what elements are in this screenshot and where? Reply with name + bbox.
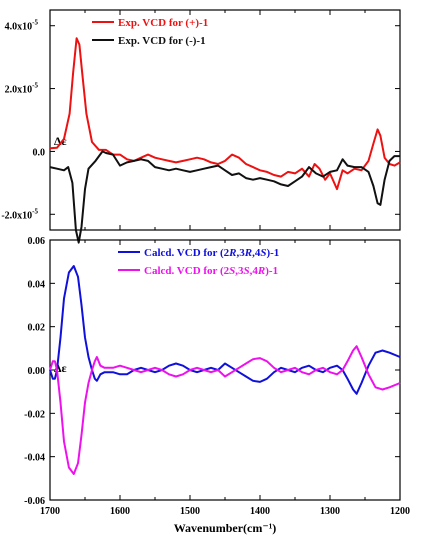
legend-label-part: Calcd. VCD for (2 xyxy=(144,247,230,259)
legend-label-part: S xyxy=(229,265,235,277)
x-tick-label: 1500 xyxy=(180,506,200,517)
y-tick-label: -2.0x10-5 xyxy=(1,207,38,221)
y-tick-label-text: 0.0 xyxy=(33,147,46,158)
legend-label-part: )-1 xyxy=(266,247,279,259)
y-tick-label: 0.00 xyxy=(28,366,46,377)
legend-label: Calcd. VCD for (2R,3R,4S)-1 xyxy=(144,247,279,259)
legend-label-part: S xyxy=(244,265,250,277)
y-tick-label-text: 2.0x10 xyxy=(5,85,33,96)
y-tick-label: 0.02 xyxy=(28,323,46,334)
legend-label: Calcd. VCD for (2S,3S,4R)-1 xyxy=(144,265,278,277)
legend-label-part: ,3 xyxy=(237,247,246,259)
y-tick-label: -0.02 xyxy=(24,409,45,420)
y-tick-label-text: 0.02 xyxy=(28,323,46,334)
x-tick-label: 1300 xyxy=(320,506,340,517)
x-tick-label: 1200 xyxy=(390,506,410,517)
legend-label-part: Calcd. VCD for (2 xyxy=(144,265,230,277)
y-tick-label: -0.04 xyxy=(24,453,45,464)
plot-frame xyxy=(49,239,401,501)
y-tick-label: 0.04 xyxy=(28,279,46,290)
x-tick-label: 1700 xyxy=(40,506,60,517)
y-tick-label: 2.0x10-5 xyxy=(5,82,39,96)
y-tick-label-text: -0.06 xyxy=(24,496,45,507)
y-tick-label-text: 0.06 xyxy=(28,236,46,247)
y-tick-label-text: 0.00 xyxy=(28,366,46,377)
series-line-2 xyxy=(49,345,401,475)
plot-frame xyxy=(49,9,401,231)
legend-label-part: R xyxy=(244,247,252,259)
legend-label-part: R xyxy=(228,247,236,259)
y-tick-label-text: 4.0x10 xyxy=(5,22,33,33)
y-tick-exponent: -5 xyxy=(32,82,38,90)
y-tick-label-text: -0.04 xyxy=(24,453,45,464)
series-line-2 xyxy=(49,150,400,244)
legend-label: Exp. VCD for (-)-1 xyxy=(118,35,206,47)
legend-label-part: ,4 xyxy=(250,265,259,277)
legend-label-part: )-1 xyxy=(265,265,278,277)
series-line-1 xyxy=(49,37,401,191)
legend-label-part: ,3 xyxy=(235,265,244,277)
y-tick-exponent: -5 xyxy=(32,207,38,215)
x-tick-label: 1600 xyxy=(110,506,130,517)
legend-label: Exp. VCD for (+)-1 xyxy=(118,17,208,29)
y-tick-label-text: 0.04 xyxy=(28,279,46,290)
legend-label-part: ,4 xyxy=(252,247,261,259)
y-tick-label: 4.0x10-5 xyxy=(5,19,39,33)
y-tick-label-text: -0.02 xyxy=(24,409,45,420)
series-line-1 xyxy=(49,265,401,395)
x-tick-label: 1400 xyxy=(250,506,270,517)
y-tick-label-text: -2.0x10 xyxy=(1,210,32,221)
legend-label-part: R xyxy=(257,265,265,277)
y-tick-label: -0.06 xyxy=(24,496,45,507)
y-tick-label: 0.06 xyxy=(28,236,46,247)
legend-label-part: S xyxy=(260,247,266,259)
x-axis-label: Wavenumber(cm⁻¹) xyxy=(174,521,277,535)
y-tick-exponent: -5 xyxy=(32,19,38,27)
y-tick-label: 0.0 xyxy=(33,147,46,158)
